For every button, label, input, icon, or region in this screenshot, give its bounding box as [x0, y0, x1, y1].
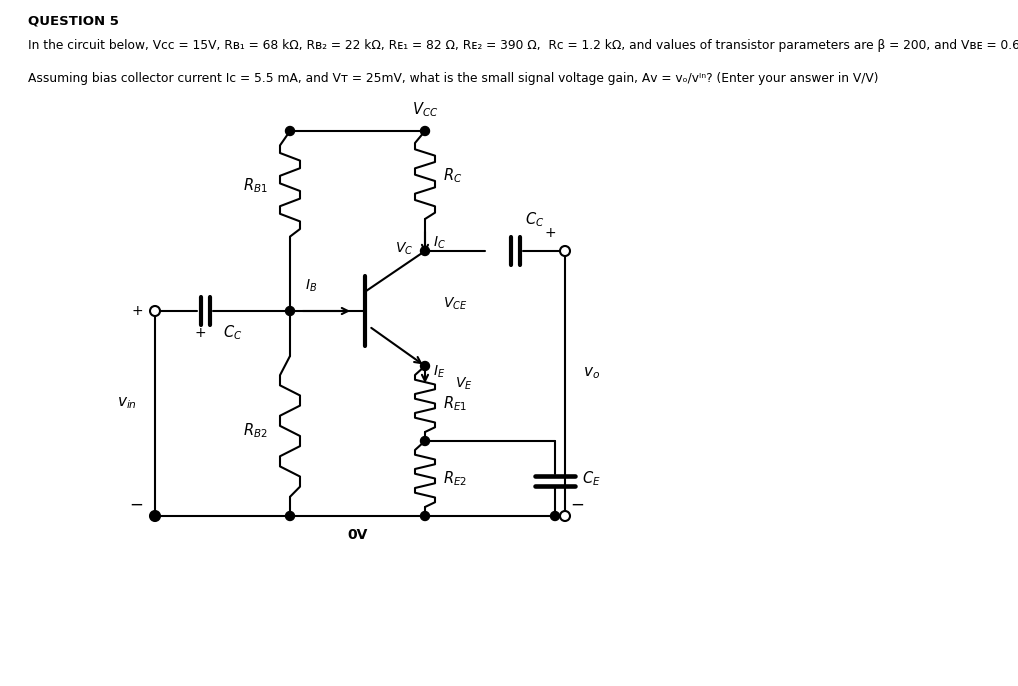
Text: $C_C$: $C_C$ [525, 211, 545, 229]
Text: $R_{B2}$: $R_{B2}$ [243, 422, 268, 440]
Circle shape [285, 307, 294, 316]
Text: QUESTION 5: QUESTION 5 [29, 14, 119, 27]
Text: $v_o$: $v_o$ [583, 366, 600, 381]
Text: $+$: $+$ [544, 226, 556, 240]
Circle shape [560, 511, 570, 521]
Text: Assuming bias collector current Iᴄ = 5.5 mA, and Vᴛ = 25mV, what is the small si: Assuming bias collector current Iᴄ = 5.5… [29, 72, 879, 85]
Text: In the circuit below, Vᴄᴄ = 15V, Rʙ₁ = 68 kΩ, Rʙ₂ = 22 kΩ, Rᴇ₁ = 82 Ω, Rᴇ₂ = 390: In the circuit below, Vᴄᴄ = 15V, Rʙ₁ = 6… [29, 39, 1018, 52]
Text: 0V: 0V [347, 528, 367, 542]
Text: $V_{CC}$: $V_{CC}$ [412, 100, 438, 119]
Circle shape [285, 512, 294, 521]
Circle shape [420, 246, 430, 255]
Text: $v_{in}$: $v_{in}$ [117, 396, 137, 412]
Text: $I_C$: $I_C$ [433, 235, 446, 251]
Text: $V_{CE}$: $V_{CE}$ [443, 295, 467, 311]
Text: $R_{E1}$: $R_{E1}$ [443, 394, 467, 413]
Text: $R_{B1}$: $R_{B1}$ [243, 177, 268, 196]
Text: $+$: $+$ [131, 304, 143, 318]
Text: $C_C$: $C_C$ [223, 324, 242, 342]
Circle shape [151, 512, 160, 521]
Text: $+$: $+$ [194, 326, 206, 340]
Circle shape [420, 126, 430, 136]
Circle shape [420, 436, 430, 445]
Text: $I_E$: $I_E$ [433, 364, 445, 380]
Circle shape [150, 306, 160, 316]
Circle shape [420, 512, 430, 521]
Text: $-$: $-$ [129, 495, 143, 513]
Circle shape [560, 246, 570, 256]
Text: $C_E$: $C_E$ [582, 470, 601, 488]
Text: $V_E$: $V_E$ [455, 376, 472, 392]
Circle shape [551, 512, 560, 521]
Circle shape [150, 511, 160, 521]
Text: $I_B$: $I_B$ [305, 278, 318, 294]
Circle shape [420, 362, 430, 370]
Text: $R_{E2}$: $R_{E2}$ [443, 469, 467, 488]
Text: $-$: $-$ [570, 495, 584, 513]
Text: $R_C$: $R_C$ [443, 167, 462, 185]
Text: $V_C$: $V_C$ [395, 241, 413, 257]
Circle shape [285, 126, 294, 136]
